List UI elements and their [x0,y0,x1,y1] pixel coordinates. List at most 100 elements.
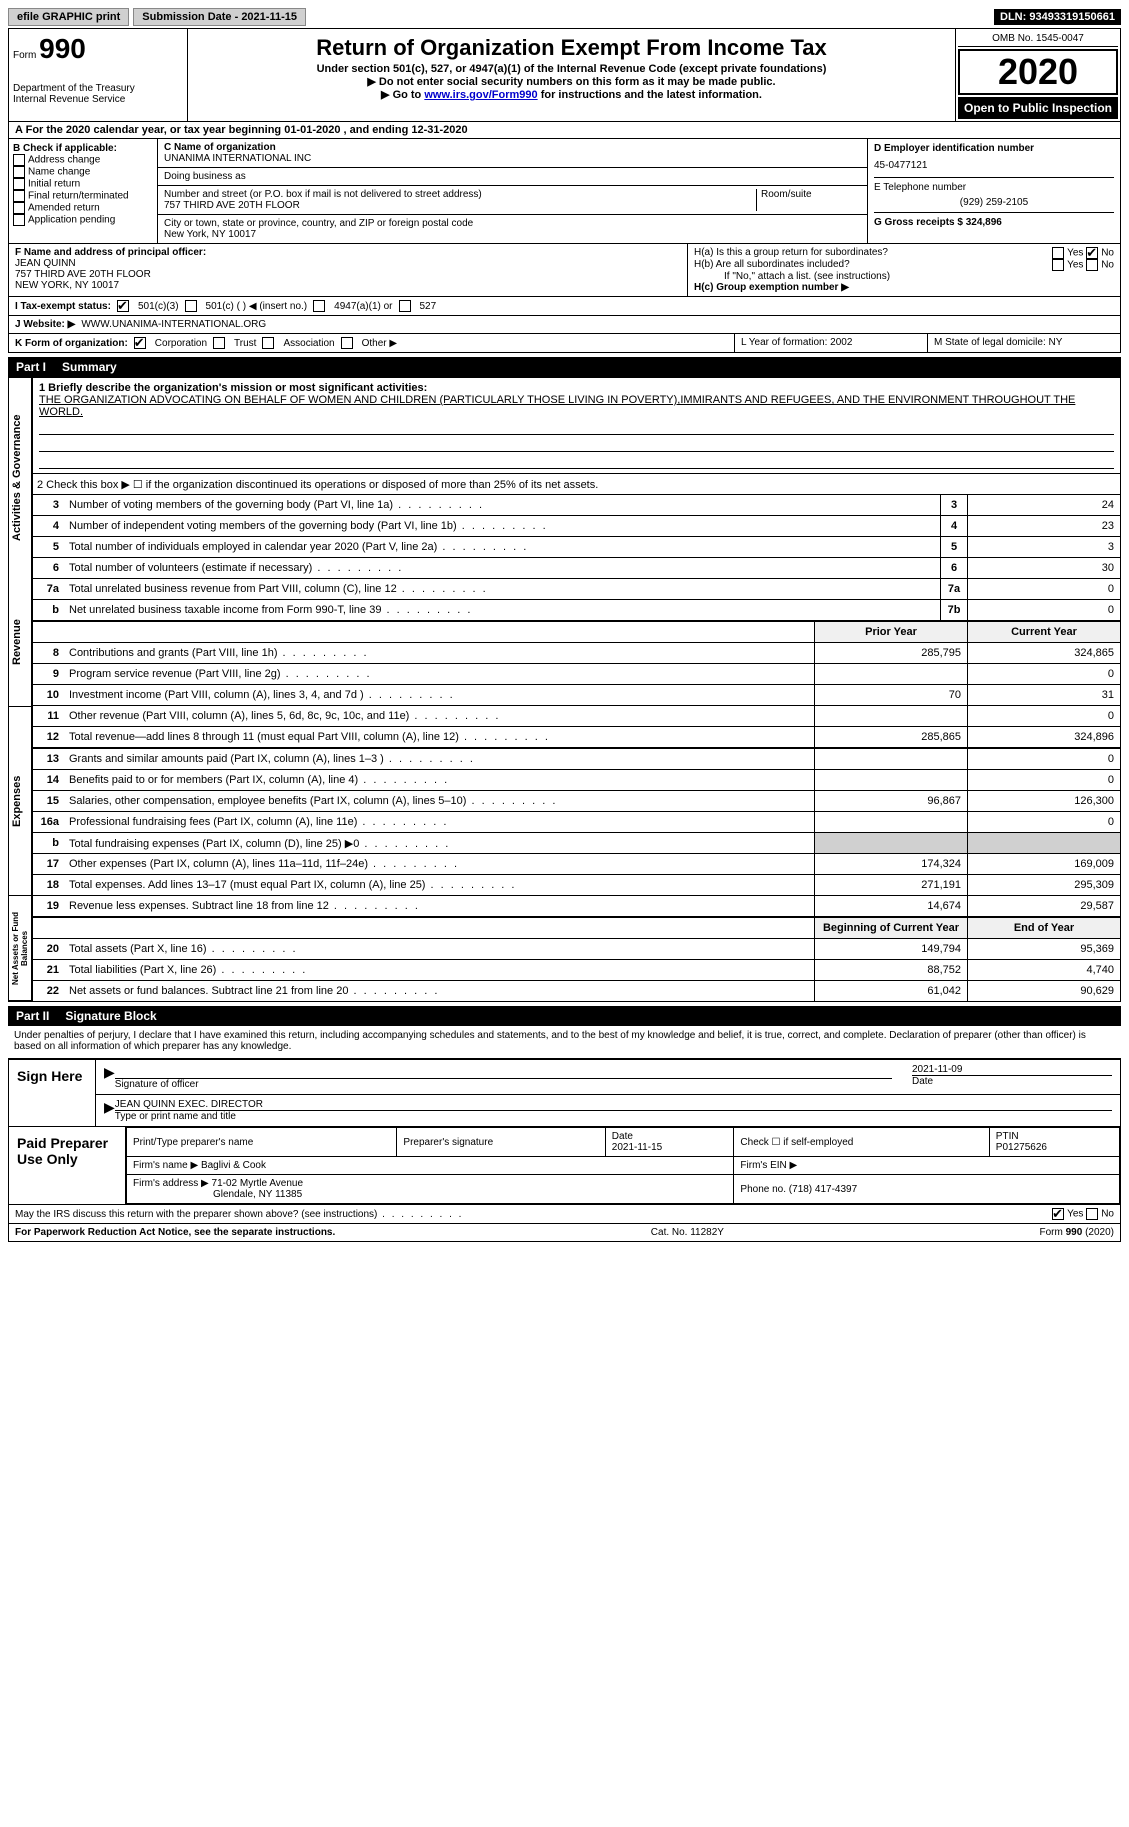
line-num: 20 [33,943,65,955]
trust-label: Trust [234,338,256,349]
other-label: Other ▶ [362,338,397,349]
line17: 17 Other expenses (Part IX, column (A), … [33,854,1120,875]
line-num: 6 [33,562,65,574]
name-change-checkbox[interactable] [13,166,25,178]
initial-return-checkbox[interactable] [13,178,25,190]
room-label: Room/suite [756,189,861,211]
row-kl: K Form of organization: Corporation Trus… [8,334,1121,353]
row-k-label: K Form of organization: [15,338,128,349]
part1-title: Summary [62,360,117,374]
mission-block: 1 Briefly describe the organization's mi… [33,378,1120,474]
row-a-text: For the 2020 calendar year, or tax year … [26,124,468,136]
gross-label: G Gross receipts $ 324,896 [874,212,1114,228]
ha-yes-checkbox[interactable] [1052,247,1064,259]
part1-tag: Part I [16,360,46,374]
discuss-yes: Yes [1067,1209,1083,1220]
line-num: b [33,837,65,849]
line7a: 7a Total unrelated business revenue from… [33,579,1120,600]
prep-date: 2021-11-15 [612,1142,662,1153]
blank [65,926,814,930]
line21: 21 Total liabilities (Part X, line 26) 8… [33,960,1120,981]
prior-val [814,749,967,769]
col-b-title: B Check if applicable: [13,143,153,154]
submission-date-button[interactable]: Submission Date - 2021-11-15 [133,8,306,26]
addr-change-checkbox[interactable] [13,154,25,166]
line8: 8 Contributions and grants (Part VIII, l… [33,643,1120,664]
line-label: Program service revenue (Part VIII, line… [65,666,814,682]
line-val: 24 [967,495,1120,515]
note2: ▶ Go to www.irs.gov/Form990 for instruct… [196,88,947,101]
assoc-checkbox[interactable] [262,337,274,349]
527-checkbox[interactable] [399,300,411,312]
hc-label: H(c) Group exemption number ▶ [694,282,1114,293]
corp-checkbox[interactable] [134,337,146,349]
discuss-yes-checkbox[interactable] [1052,1208,1064,1220]
line-num: 22 [33,985,65,997]
firm-addr-label: Firm's address ▶ [133,1178,209,1189]
sig-date-label: Date [912,1075,1112,1087]
summary-content: 1 Briefly describe the organization's mi… [33,378,1120,1001]
prior-val: 70 [814,685,967,705]
line5: 5 Total number of individuals employed i… [33,537,1120,558]
line-label: Other revenue (Part VIII, column (A), li… [65,708,814,724]
line-label: Number of independent voting members of … [65,518,940,534]
line12: 12 Total revenue—add lines 8 through 11 … [33,727,1120,747]
type-label: Type or print name and title [115,1110,1112,1122]
form-footer-label: Form [1040,1227,1066,1238]
hb-yes-checkbox[interactable] [1052,259,1064,271]
line-num: 15 [33,795,65,807]
form990-link[interactable]: www.irs.gov/Form990 [424,89,537,101]
form-footer-year: (2020) [1082,1227,1114,1238]
trust-checkbox[interactable] [213,337,225,349]
line-val: 0 [967,600,1120,620]
line9: 9 Program service revenue (Part VIII, li… [33,664,1120,685]
lineb: b Total fundraising expenses (Part IX, c… [33,833,1120,854]
prep-date-label: Date [612,1131,633,1142]
arrow-icon: ▶ [104,1064,115,1090]
final-return-checkbox[interactable] [13,190,25,202]
line-label: Other expenses (Part IX, column (A), lin… [65,856,814,872]
efile-button[interactable]: efile GRAPHIC print [8,8,129,26]
dba-label: Doing business as [164,171,861,182]
row-a: A For the 2020 calendar year, or tax yea… [8,122,1121,139]
end-year-head: End of Year [967,918,1120,938]
501c3-checkbox[interactable] [117,300,129,312]
firm-name-label: Firm's name ▶ [133,1160,198,1171]
hb-no-checkbox[interactable] [1086,259,1098,271]
ein-value: 45-0477121 [874,160,1114,171]
line-val: 30 [967,558,1120,578]
discuss-no-checkbox[interactable] [1086,1208,1098,1220]
f-label: F Name and address of principal officer: [15,247,681,258]
addr-change-label: Address change [28,155,100,166]
501c-label: 501(c) ( ) ◀ (insert no.) [206,301,308,312]
net-head: Beginning of Current Year End of Year [33,916,1120,939]
line-label: Net unrelated business taxable income fr… [65,602,940,618]
line2: 2 Check this box ▶ ☐ if the organization… [33,474,1120,495]
line-box: 4 [940,516,967,536]
firm-addr2: Glendale, NY 11385 [213,1189,302,1200]
sig-declaration: Under penalties of perjury, I declare th… [8,1026,1121,1056]
prior-val: 174,324 [814,854,967,874]
app-pending-checkbox[interactable] [13,214,25,226]
uline1 [39,420,1114,435]
col-b: B Check if applicable: Address change Na… [9,139,158,243]
city-label: City or town, state or province, country… [164,218,861,229]
line-label: Salaries, other compensation, employee b… [65,793,814,809]
curr-val: 169,009 [967,854,1120,874]
amended-return-checkbox[interactable] [13,202,25,214]
line-val: 0 [967,579,1120,599]
line15: 15 Salaries, other compensation, employe… [33,791,1120,812]
4947-checkbox[interactable] [313,300,325,312]
501c-checkbox[interactable] [185,300,197,312]
f-addr1: 757 THIRD AVE 20TH FLOOR [15,269,681,280]
other-checkbox[interactable] [341,337,353,349]
line-num: 12 [33,731,65,743]
sig-officer-label: Signature of officer [115,1078,892,1090]
501c3-label: 501(c)(3) [138,301,179,312]
row-j: J Website: ▶ WWW.UNANIMA-INTERNATIONAL.O… [8,316,1121,334]
ha-no-checkbox[interactable] [1086,247,1098,259]
line-num: 19 [33,900,65,912]
discuss-label: May the IRS discuss this return with the… [15,1209,463,1220]
prior-val: 271,191 [814,875,967,895]
prior-val: 61,042 [814,981,967,1001]
